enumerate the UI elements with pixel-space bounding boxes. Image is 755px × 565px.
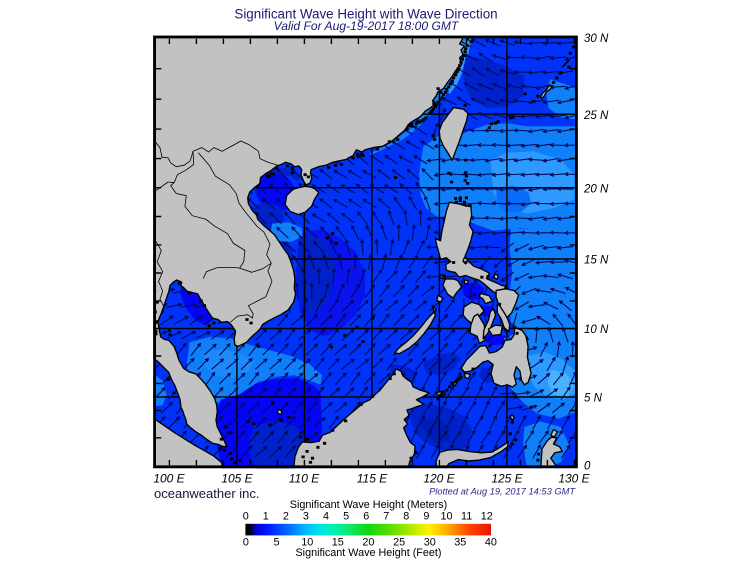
svg-text:105 E: 105 E	[221, 472, 253, 486]
svg-text:120 E: 120 E	[423, 472, 455, 486]
svg-text:125 E: 125 E	[491, 472, 523, 486]
svg-text:4: 4	[323, 511, 329, 523]
svg-text:3: 3	[303, 511, 309, 523]
svg-text:Significant Wave Height with W: Significant Wave Height with Wave Direct…	[234, 7, 497, 22]
svg-text:0: 0	[584, 461, 591, 473]
svg-text:20: 20	[362, 537, 374, 549]
svg-text:20 N: 20 N	[583, 183, 609, 195]
svg-text:115 E: 115 E	[357, 472, 388, 486]
svg-text:10 N: 10 N	[584, 324, 609, 336]
svg-text:30: 30	[424, 537, 436, 549]
svg-text:5: 5	[273, 537, 279, 549]
svg-text:30 N: 30 N	[584, 33, 609, 45]
svg-text:5 N: 5 N	[584, 393, 603, 405]
svg-text:Significant Wave Height (Meter: Significant Wave Height (Meters)	[290, 499, 447, 511]
svg-text:0: 0	[243, 511, 249, 523]
svg-text:11: 11	[461, 511, 472, 523]
svg-text:Plotted at Aug 19, 2017 14:53: Plotted at Aug 19, 2017 14:53 GMT	[429, 487, 576, 497]
svg-text:Valid For Aug-19-2017 18:00 GM: Valid For Aug-19-2017 18:00 GMT	[274, 19, 460, 33]
svg-text:Significant Wave Height (Feet): Significant Wave Height (Feet)	[295, 547, 441, 559]
svg-text:35: 35	[454, 537, 466, 549]
svg-text:5: 5	[343, 511, 349, 523]
svg-text:15: 15	[332, 537, 344, 549]
svg-text:15 N: 15 N	[584, 255, 609, 267]
svg-text:110 E: 110 E	[289, 472, 320, 486]
svg-text:0: 0	[243, 537, 249, 549]
svg-text:1: 1	[263, 511, 269, 523]
svg-text:10: 10	[301, 537, 313, 549]
svg-text:100 E: 100 E	[153, 472, 185, 486]
svg-text:25: 25	[393, 537, 405, 549]
svg-text:25 N: 25 N	[583, 110, 609, 122]
svg-text:7: 7	[383, 511, 389, 523]
svg-text:2: 2	[283, 511, 289, 523]
svg-text:130 E: 130 E	[558, 472, 590, 486]
svg-text:oceanweather inc.: oceanweather inc.	[154, 486, 260, 501]
svg-text:40: 40	[485, 537, 497, 549]
svg-text:12: 12	[481, 511, 493, 523]
svg-text:10: 10	[440, 511, 452, 523]
svg-text:8: 8	[403, 511, 409, 523]
svg-text:9: 9	[423, 511, 429, 523]
svg-text:6: 6	[363, 511, 369, 523]
